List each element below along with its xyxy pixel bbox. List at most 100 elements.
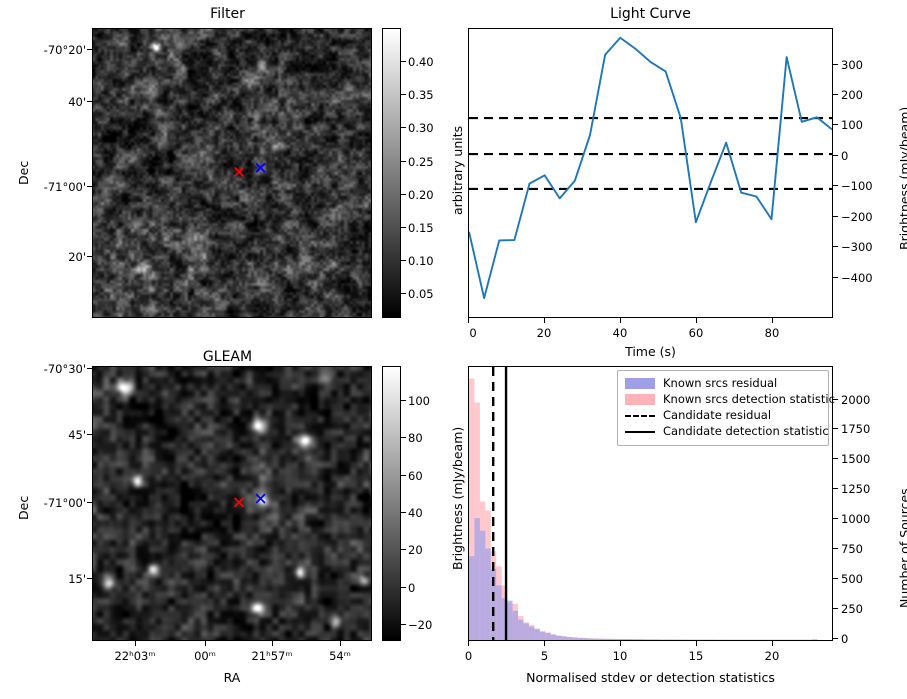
histogram-series-residual [469, 518, 818, 640]
gleam-ytick-mark [87, 368, 92, 369]
lc-xtick-mark [772, 318, 773, 323]
filter-image-axes [92, 28, 372, 318]
histogram-bar [469, 378, 475, 640]
lc-xlabel: Time (s) [625, 344, 676, 359]
lc-ytick-2: 100 [841, 118, 863, 132]
gleam-cbar-tick [401, 587, 406, 588]
filter-cbar-label-7: 0.05 [408, 287, 434, 301]
histogram-bar [561, 636, 568, 640]
red-cross-marker [233, 497, 245, 508]
hist-xtick-mark [696, 641, 697, 646]
gleam-ytick-mark [87, 502, 92, 503]
histogram-bar [621, 639, 627, 640]
lc-xtick-mark [696, 318, 697, 323]
legend-line-candidate-residual [625, 414, 655, 417]
gleam-ytick-1: 45' [68, 428, 86, 442]
blue-cross-marker [255, 493, 266, 504]
lc-ytick-mark [833, 246, 838, 247]
hist-xtick-mark [544, 641, 545, 646]
histogram-bar [610, 638, 617, 640]
hist-xtick-mark [772, 641, 773, 646]
hist-ytick-4: 1000 [841, 512, 871, 526]
filter-cbar-tick [401, 260, 406, 261]
legend-label-residual: Known srcs residual [663, 376, 778, 390]
lc-ytick-1: 200 [841, 88, 863, 102]
histogram-bar [583, 638, 589, 640]
histogram-bar [659, 639, 666, 640]
histogram-bar [490, 568, 497, 640]
lc-xtick-mark [468, 318, 469, 323]
histogram-bar [485, 548, 491, 640]
lc-ytick-mark [833, 64, 838, 65]
blue-cross-marker [255, 162, 266, 173]
filter-ytick-mark [87, 101, 92, 102]
gleam-cbar-label-4: 20 [408, 543, 423, 557]
histogram-bar [648, 639, 655, 640]
gleam-xtick-mark [272, 641, 273, 646]
hist-ytick-mark [833, 578, 838, 579]
hist-ytick-mark [833, 638, 838, 639]
hist-xtick-mark [468, 641, 469, 646]
histogram-bar [479, 530, 486, 640]
gleam-cbar-tick [401, 400, 406, 401]
hist-ytick-1: 1750 [841, 422, 871, 436]
hist-xtick-1: 5 [540, 649, 549, 663]
gleam-sky-image [93, 367, 371, 640]
lc-xtick-3: 60 [688, 326, 704, 340]
histogram-bar [594, 638, 600, 640]
hist-xtick-3: 15 [688, 649, 704, 663]
lc-xtick-mark [620, 318, 621, 323]
gleam-ytick-mark [87, 578, 92, 579]
histogram-bar [469, 556, 475, 640]
filter-cbar-label-1: 0.35 [408, 88, 434, 102]
light-curve-axes [468, 28, 833, 318]
histogram-legend: Known srcs residual Known srcs detection… [617, 370, 835, 446]
gleam-ytick-3: 15' [68, 572, 86, 586]
legend-swatch-detection [625, 394, 655, 405]
hist-ytick-mark [833, 399, 838, 400]
hist-ytick-0: 2000 [841, 393, 871, 407]
filter-ytick-1: 40' [68, 95, 86, 109]
gleam-xtick-2: 21ʰ57ᵐ [251, 649, 293, 663]
filter-cbar-label-4: 0.20 [408, 188, 434, 202]
hist-ytick-2: 1500 [841, 452, 871, 466]
lc-ytick-5: −200 [841, 210, 873, 224]
light-curve-series-line [469, 36, 832, 299]
filter-ytick-2: -71°00' [43, 180, 86, 194]
hist-ytick-7: 250 [841, 602, 863, 616]
gleam-ytick-2: -71°00' [43, 496, 86, 510]
gleam-cbar-label-1: 80 [408, 431, 423, 445]
filter-cbar-label-5: 0.15 [408, 221, 434, 235]
gleam-xtick-mark [135, 641, 136, 646]
gleam-cbar-label-3: 40 [408, 506, 423, 520]
filter-ytick-mark [87, 186, 92, 187]
gleam-cbar-label-5: 0 [408, 581, 416, 595]
histogram-bar [626, 639, 633, 640]
hist-xlabel: Normalised stdev or detection statistics [526, 670, 775, 685]
filter-cbar-tick [401, 293, 406, 294]
filter-ytick-mark [87, 49, 92, 50]
gleam-colorbar-label: Brightness (mJy/beam) [450, 426, 465, 570]
lc-ytick-mark [833, 277, 838, 278]
lc-ytick-3: 0 [841, 149, 849, 163]
filter-cbar-label-2: 0.30 [408, 121, 434, 135]
filter-cbar-label-0: 0.40 [408, 55, 434, 69]
filter-cbar-tick [401, 161, 406, 162]
gleam-cbar-tick [401, 624, 406, 625]
histogram-bar [534, 629, 540, 640]
gleam-colorbar [382, 366, 401, 641]
histogram-bar [577, 637, 584, 640]
legend-item-candidate-detection: Candidate detection statistic [625, 424, 829, 439]
hist-ytick-mark [833, 518, 838, 519]
histogram-bar [572, 637, 578, 640]
filter-cbar-tick [401, 194, 406, 195]
filter-sky-image [93, 29, 371, 317]
histogram-plot [469, 367, 818, 640]
histogram-bar [675, 639, 682, 640]
filter-cbar-tick [401, 61, 406, 62]
lc-ytick-mark [833, 185, 838, 186]
histogram-bar [550, 634, 557, 640]
filter-colorbar [382, 28, 401, 318]
